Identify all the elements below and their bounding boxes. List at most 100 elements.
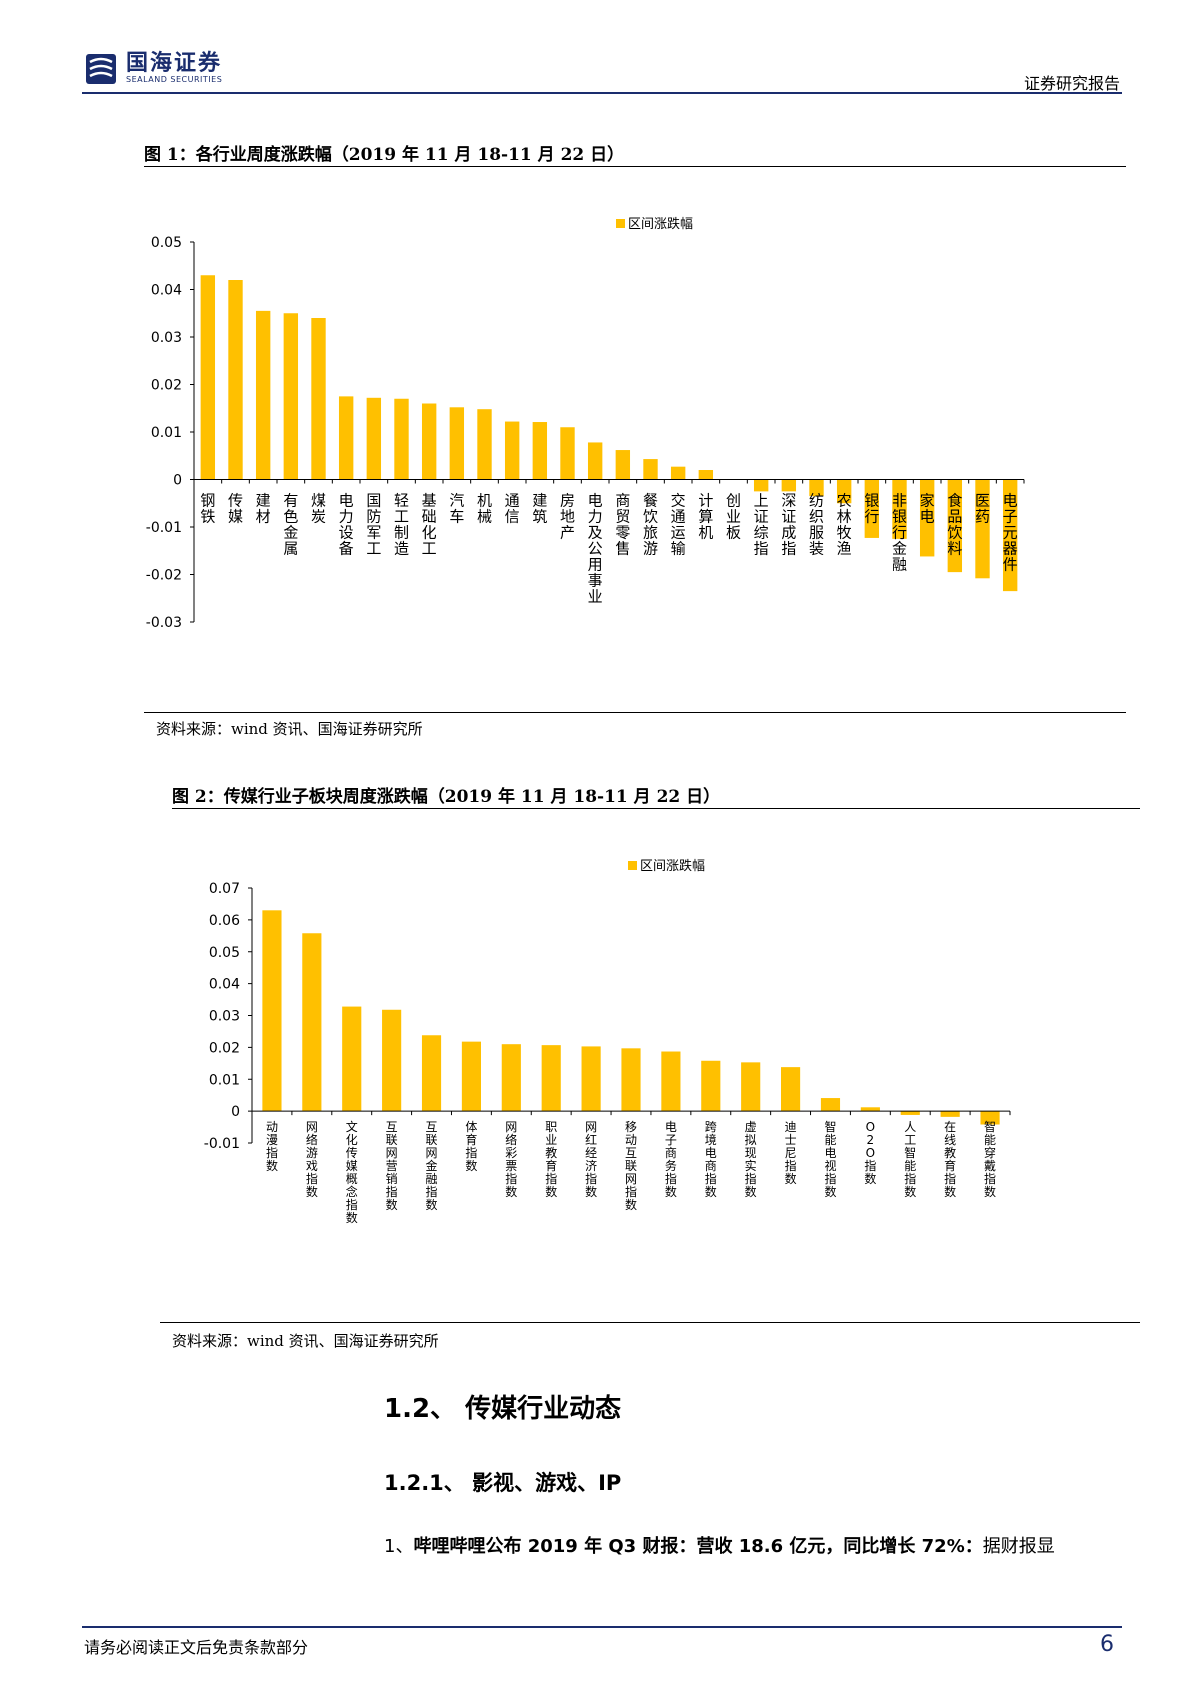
category-label: 文化传媒概念指数	[346, 1119, 358, 1225]
section-heading: 1.2、 传媒行业动态	[384, 1394, 622, 1424]
category-label: 人工智能指数	[904, 1120, 916, 1199]
category-label: 有色金属	[283, 492, 298, 558]
category-label: 网红经济指数	[585, 1120, 597, 1199]
bar	[382, 1009, 402, 1112]
category-label: 基础化工	[422, 492, 437, 558]
category-label: 互联网金融指数	[426, 1120, 438, 1212]
category-label: 食品饮料	[947, 492, 962, 558]
bar	[311, 318, 326, 480]
category-label: 上证综指	[754, 492, 769, 558]
bar	[860, 1107, 880, 1112]
category-label: 通信	[505, 492, 520, 526]
category-label: 机械	[477, 492, 492, 526]
figure1-source: 资料来源：wind 资讯、国海证券研究所	[156, 720, 423, 738]
y-tick-label: 0.03	[151, 330, 182, 346]
paragraph-index: 1、	[384, 1536, 414, 1557]
bar	[975, 479, 990, 579]
category-label: 深证成指	[781, 492, 796, 558]
chart-media-sub-sector-weekly: 区间涨跌幅 0.07 0.06 0.05 0.04 0.03 0.02 0.01 0 -0.01 动…	[204, 858, 1011, 1225]
bar	[940, 1111, 960, 1117]
category-label: 计算机	[698, 492, 713, 542]
category-label: 迪士尼指数	[785, 1120, 797, 1186]
figure1-title: 图 1：各行业周度涨跌幅（2019 年 11 月 18-11 月 22 日）	[144, 145, 625, 165]
bar	[394, 398, 409, 480]
bar	[741, 1062, 761, 1112]
category-label: 体育指数	[465, 1120, 477, 1173]
y-tick-label: -0.01	[146, 520, 182, 536]
category-label: 网络彩票指数	[505, 1120, 517, 1199]
category-label: 商贸零售	[615, 492, 630, 558]
category-label: 电力设备	[339, 492, 354, 558]
category-label: 医药	[975, 492, 990, 526]
figure1-bottom-rule	[144, 712, 1126, 713]
bar	[449, 407, 465, 480]
legend-label: 区间涨跌幅	[628, 216, 693, 232]
figure1-top-rule	[144, 166, 1126, 167]
category-label: 房地产	[560, 492, 575, 542]
bar	[900, 1111, 920, 1115]
bar	[560, 427, 575, 480]
bar	[701, 1060, 721, 1112]
bar	[338, 396, 354, 480]
bar	[670, 466, 686, 480]
category-label: 交通运输	[671, 492, 686, 558]
category-label: 餐饮旅游	[643, 492, 658, 558]
bar	[919, 479, 935, 557]
y-tick-label: 0.03	[209, 1009, 240, 1025]
bar	[366, 397, 382, 480]
bar	[947, 479, 963, 573]
bar	[781, 479, 797, 492]
news-paragraph: 1、哔哩哔哩公布 2019 年 Q3 财报：营收 18.6 亿元，同比增长 72…	[384, 1532, 1055, 1558]
category-label: 网络游戏指数	[306, 1120, 318, 1199]
category-label: O 2 O 指数	[864, 1120, 876, 1186]
category-label: 轻工制造	[394, 492, 409, 558]
paragraph-headline: 哔哩哔哩公布 2019 年 Q3 财报：营收 18.6 亿元，同比增长 72%：	[413, 1536, 983, 1557]
figure2-source: 资料来源：wind 资讯、国海证券研究所	[172, 1332, 439, 1350]
brand-name-en: SEALAND SECURITIES	[126, 75, 223, 84]
bar	[342, 1006, 362, 1112]
category-label: 银行	[864, 492, 879, 526]
bar	[809, 479, 824, 497]
category-label: 汽车	[449, 492, 464, 526]
y-tick-label: 0.07	[209, 881, 240, 897]
legend-swatch	[616, 219, 625, 228]
bar	[421, 403, 437, 480]
category-label: 智能穿戴指数	[984, 1119, 996, 1199]
category-label: 移动互联网指数	[625, 1120, 637, 1212]
bar	[581, 1046, 601, 1112]
legend-label: 区间涨跌幅	[640, 858, 705, 874]
bar	[541, 1045, 561, 1112]
category-label: 建材	[256, 492, 271, 526]
bar	[477, 409, 492, 480]
bar	[461, 1041, 481, 1112]
category-label: 虚拟现实指数	[745, 1120, 757, 1199]
y-tick-label: 0.06	[209, 913, 240, 929]
y-tick-label: 0.02	[209, 1040, 240, 1056]
category-label: 跨境电商指数	[705, 1120, 717, 1199]
bar	[587, 442, 603, 480]
bar	[262, 910, 282, 1112]
bar	[421, 1035, 442, 1112]
category-label: 互联网营销指数	[386, 1120, 398, 1212]
y-tick-label: 0.04	[209, 977, 240, 993]
bar	[781, 1067, 801, 1112]
figure2-bottom-rule	[160, 1322, 1140, 1323]
category-label: 职业教育指数	[545, 1120, 557, 1199]
bar	[532, 422, 548, 480]
brand-name-cn: 国海证券	[126, 51, 223, 76]
bar	[255, 310, 271, 480]
bar	[501, 1044, 521, 1112]
bar	[661, 1051, 681, 1112]
category-label: 煤炭	[311, 492, 326, 526]
y-tick-label: 0	[173, 473, 182, 489]
brand-logo: 国海证券 SEALAND SECURITIES	[84, 52, 222, 86]
bar	[820, 1098, 841, 1112]
bar	[643, 459, 658, 480]
category-label: 在线教育指数	[944, 1120, 956, 1199]
category-label: 纺织服装	[809, 492, 824, 558]
bar	[200, 275, 216, 480]
y-tick-label: -0.02	[146, 568, 182, 584]
category-label: 电子元器件	[1003, 492, 1018, 574]
bar	[1002, 479, 1018, 592]
footer-disclaimer: 请务必阅读正文后免责条款部分	[84, 1638, 309, 1657]
